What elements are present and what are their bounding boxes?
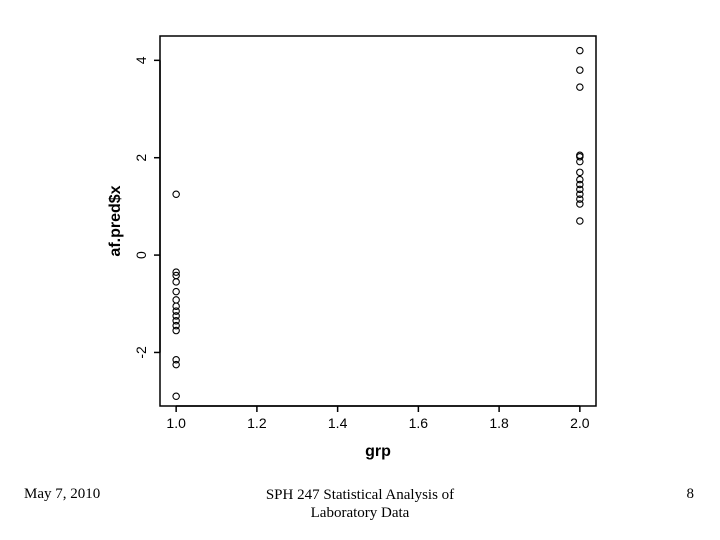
y-tick-label: 2 [133,154,149,162]
plot-box [160,36,596,406]
x-axis-title: grp [365,443,391,460]
x-tick-label: 1.8 [489,415,509,431]
y-tick-label: 4 [133,56,149,64]
x-tick-label: 1.4 [328,415,348,431]
data-point [577,218,583,224]
data-point [173,191,179,197]
y-axis-title: af.pred$x [107,185,124,256]
slide: 1.0 1.2 1.4 1.6 1.8 2.0 grp -2 0 2 4 af.pred$x May … [0,0,720,540]
footer-title: SPH 247 Statistical Analysis of Laborato… [0,486,720,522]
data-point [173,297,179,303]
data-point [577,67,583,73]
data-point [173,279,179,285]
x-tick-label: 1.0 [166,415,186,431]
footer: May 7, 2010 SPH 247 Statistical Analysis… [0,486,720,526]
footer-title-line2: Laboratory Data [311,505,410,521]
data-point [173,393,179,399]
y-tick-label: 0 [133,251,149,259]
data-point [577,176,583,182]
x-tick-label: 2.0 [570,415,590,431]
data-point [577,84,583,90]
data-point [577,47,583,53]
y-tick-label: -2 [133,346,149,359]
footer-page-number: 8 [687,486,695,503]
data-point [577,169,583,175]
footer-title-line1: SPH 247 Statistical Analysis of [266,487,454,503]
x-tick-label: 1.6 [409,415,429,431]
data-point [173,288,179,294]
data-point [173,357,179,363]
scatter-chart: 1.0 1.2 1.4 1.6 1.8 2.0 grp -2 0 2 4 af.pred$x [0,0,720,488]
data-point [173,303,179,309]
x-tick-label: 1.2 [247,415,267,431]
